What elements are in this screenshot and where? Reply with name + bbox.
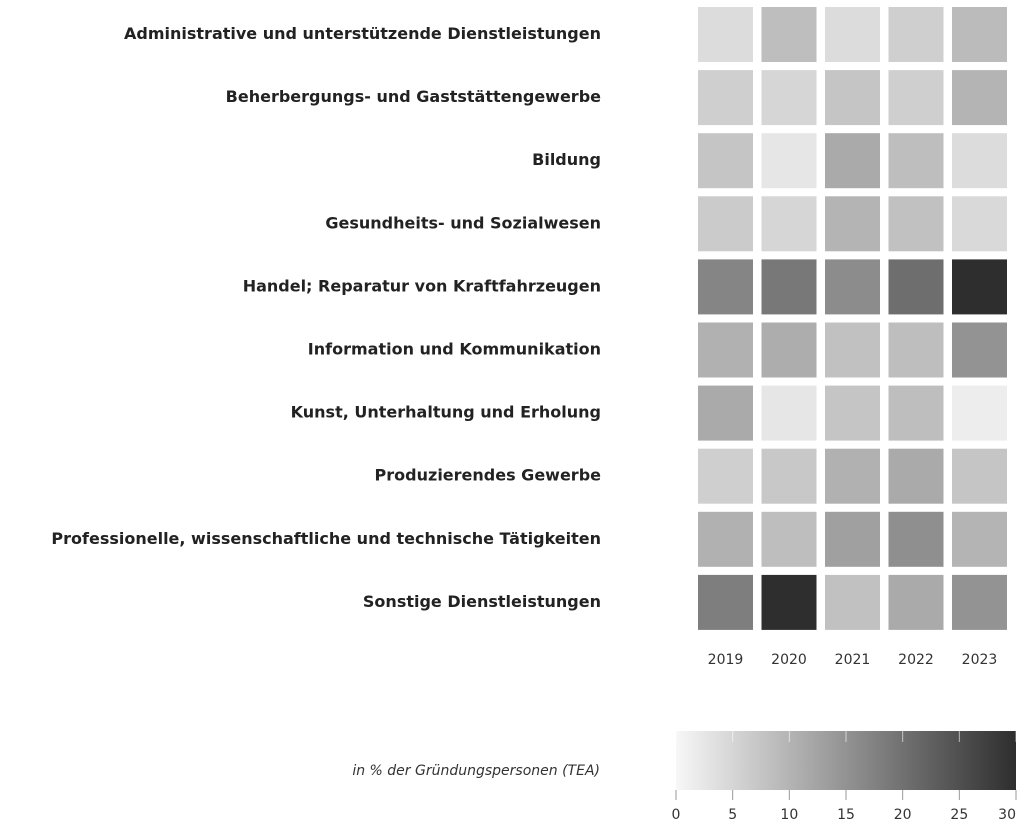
cell: [761, 322, 817, 378]
cell: [761, 7, 817, 62]
cell: [952, 196, 1007, 252]
cell: [952, 259, 1007, 315]
colorbar-tick-label: 0: [672, 807, 681, 823]
cell: [825, 196, 880, 252]
column-label: 2021: [835, 652, 871, 668]
cell: [888, 511, 944, 567]
cell: [761, 448, 817, 504]
cell: [825, 574, 880, 630]
cell: [761, 70, 817, 126]
colorbar-tick-label: 10: [780, 807, 798, 823]
cell: [698, 448, 753, 504]
cell: [952, 133, 1007, 189]
row-label: Produzierendes Gewerbe: [375, 466, 602, 485]
colorbar-tick-label: 15: [837, 807, 855, 823]
row-label: Beherbergungs- und Gaststättengewerbe: [226, 87, 601, 106]
cell: [888, 448, 944, 504]
cell: [888, 70, 944, 126]
cell: [698, 196, 753, 252]
cell: [825, 70, 880, 126]
cell: [888, 385, 944, 441]
row-label: Handel; Reparatur von Kraftfahrzeugen: [243, 276, 601, 295]
colorbar-label: in % der Gründungspersonen (TEA): [352, 763, 600, 779]
cell: [698, 385, 753, 441]
row-label: Information und Kommunikation: [308, 340, 601, 359]
cell: [761, 511, 817, 567]
cell: [698, 70, 753, 126]
cell: [761, 259, 817, 315]
cell: [888, 259, 944, 315]
cell: [825, 448, 880, 504]
row-label: Administrative und unterstützende Dienst…: [124, 24, 601, 43]
column-label: 2022: [898, 652, 934, 668]
colorbar-tick-label: 20: [894, 807, 912, 823]
cell: [952, 7, 1007, 62]
cell: [888, 133, 944, 189]
row-label: Professionelle, wissenschaftliche und te…: [51, 529, 601, 548]
column-label: 2019: [708, 652, 744, 668]
row-label: Kunst, Unterhaltung und Erholung: [291, 403, 601, 422]
cell: [888, 574, 944, 630]
cell: [952, 385, 1007, 441]
cell: [952, 448, 1007, 504]
colorbar-tick-label: 5: [728, 807, 737, 823]
cell: [761, 574, 817, 630]
cell: [698, 322, 753, 378]
cell: [761, 133, 817, 189]
cell: [888, 322, 944, 378]
row-label: Sonstige Dienstleistungen: [363, 592, 601, 611]
cell: [952, 574, 1007, 630]
cell: [698, 133, 753, 189]
cell: [888, 7, 944, 62]
cell: [952, 511, 1007, 567]
cell: [761, 196, 817, 252]
cell: [698, 574, 753, 630]
cell: [698, 7, 753, 62]
cell: [888, 196, 944, 252]
cell: [698, 259, 753, 315]
colorbar-tick-label: 30: [998, 807, 1016, 823]
cell: [825, 322, 880, 378]
row-label: Bildung: [532, 150, 601, 169]
column-label: 2023: [962, 652, 998, 668]
cell: [825, 259, 880, 315]
cell: [952, 322, 1007, 378]
colorbar-tick-label: 25: [950, 807, 968, 823]
cell: [825, 7, 880, 62]
column-label: 2020: [771, 652, 807, 668]
cell: [698, 511, 753, 567]
cell: [825, 511, 880, 567]
cell: [825, 385, 880, 441]
row-label: Gesundheits- und Sozialwesen: [325, 213, 601, 232]
cell: [761, 385, 817, 441]
cell: [825, 133, 880, 189]
cell: [952, 70, 1007, 126]
